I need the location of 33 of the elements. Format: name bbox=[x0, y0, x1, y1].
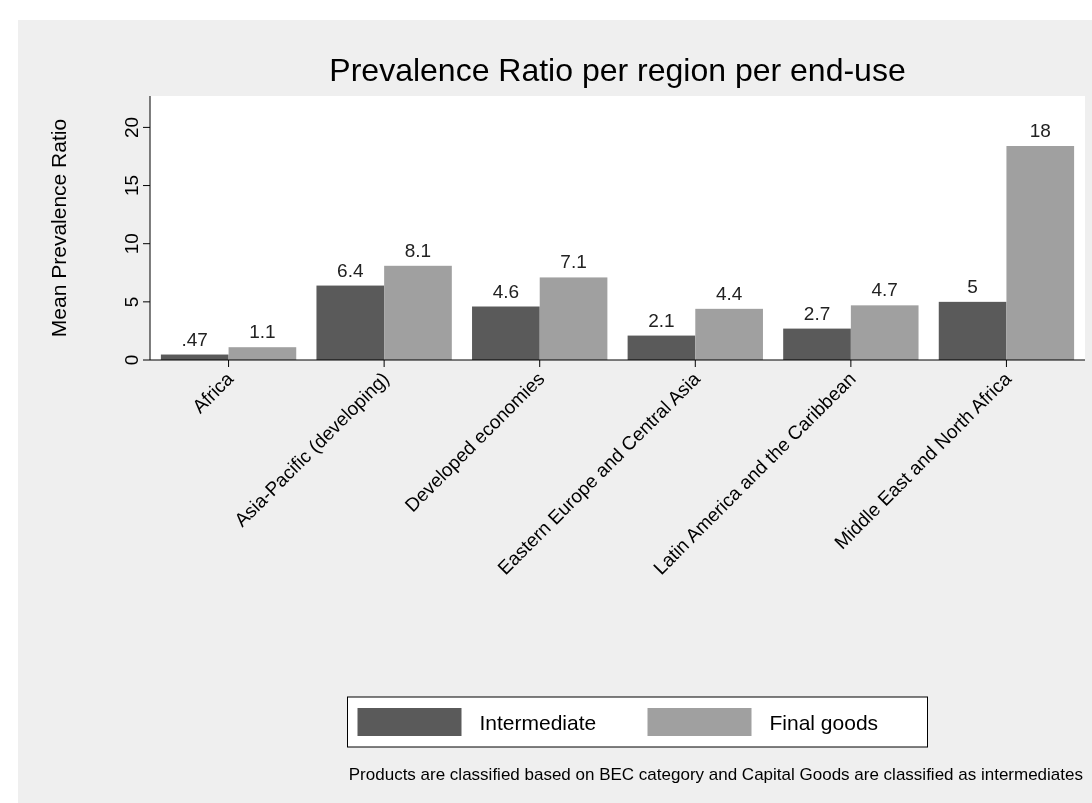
y-tick-label: 0 bbox=[121, 354, 142, 366]
data-label: 2.1 bbox=[648, 309, 675, 331]
data-label: 18 bbox=[1029, 120, 1051, 142]
bar bbox=[627, 335, 696, 360]
data-label: 5 bbox=[967, 275, 978, 297]
bar bbox=[938, 301, 1007, 360]
data-label: 6.4 bbox=[337, 259, 364, 281]
y-tick-label: 20 bbox=[121, 116, 142, 138]
data-label: 4.6 bbox=[492, 280, 520, 302]
y-tick-label: 5 bbox=[121, 296, 142, 308]
data-label: 4.4 bbox=[715, 282, 743, 304]
data-label: 1.1 bbox=[249, 321, 276, 343]
legend-label: Final goods bbox=[769, 711, 879, 734]
data-label: 4.7 bbox=[871, 279, 898, 301]
data-label: 8.1 bbox=[404, 239, 432, 261]
data-label: 7.1 bbox=[560, 251, 587, 273]
bar bbox=[539, 277, 608, 360]
y-tick-label: 15 bbox=[121, 174, 142, 197]
bar bbox=[384, 265, 452, 360]
bar bbox=[1006, 146, 1075, 360]
text: Products are classified based on BEC category and Capital Goods are classified as intermediates bbox=[348, 765, 1083, 784]
bar bbox=[695, 308, 763, 360]
bar bbox=[850, 305, 919, 360]
chart-title: Prevalence Ratio per region per end-use bbox=[329, 52, 906, 88]
bar bbox=[472, 306, 540, 360]
bar bbox=[316, 285, 385, 360]
legend-label: Intermediate bbox=[479, 711, 597, 734]
y-tick-label: 10 bbox=[121, 233, 142, 255]
bar bbox=[228, 347, 297, 360]
y-axis-title: Mean Prevalence Ratio bbox=[47, 118, 70, 338]
data-label: .47 bbox=[181, 328, 208, 350]
data-label: 2.7 bbox=[803, 302, 831, 324]
bar bbox=[783, 328, 851, 360]
